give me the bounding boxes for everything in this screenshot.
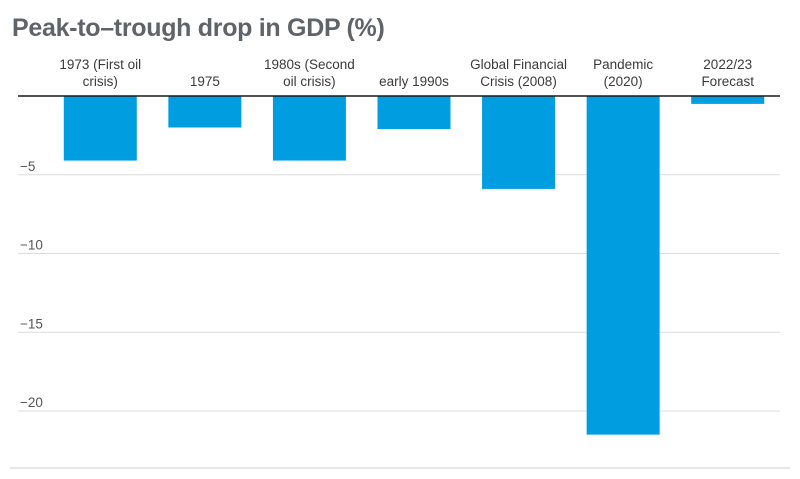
category-label: 2022/23 Forecast	[673, 56, 783, 90]
category-label: 1975	[150, 73, 260, 90]
category-label-line: oil crisis)	[283, 74, 336, 89]
category-label-line: Forecast	[701, 74, 754, 89]
category-label: 1973 (First oil crisis)	[45, 56, 155, 90]
category-label-line: (2020)	[603, 74, 643, 89]
bar	[168, 96, 242, 128]
category-label: early 1990s	[359, 73, 469, 90]
category-label-line: Pandemic	[593, 57, 654, 72]
bar	[691, 96, 765, 104]
category-label-line: 2022/23	[703, 57, 753, 72]
category-label-line: 1973 (First oil	[59, 57, 142, 72]
bar	[377, 96, 451, 130]
y-tick-label: −15	[20, 316, 43, 331]
bar	[272, 96, 346, 161]
category-label-line: Global Financial	[470, 57, 567, 72]
category-label-line: crisis)	[82, 74, 118, 89]
bar	[586, 96, 660, 435]
category-label-line: Crisis (2008)	[480, 74, 557, 89]
category-label-line: 1975	[189, 74, 220, 89]
bar	[482, 96, 556, 189]
category-label-line: early 1990s	[379, 74, 449, 89]
y-tick-label: −10	[20, 238, 43, 253]
chart-title: Peak-to–trough drop in GDP (%)	[12, 14, 385, 42]
category-label-line: 1980s (Second	[264, 57, 355, 72]
category-label: 1980s (Second oil crisis)	[254, 56, 364, 90]
category-label: Global Financial Crisis (2008)	[464, 56, 574, 90]
y-tick-label: −20	[20, 395, 43, 410]
y-tick-label: −5	[20, 159, 35, 174]
category-label: Pandemic (2020)	[568, 56, 678, 90]
bar	[63, 96, 137, 161]
